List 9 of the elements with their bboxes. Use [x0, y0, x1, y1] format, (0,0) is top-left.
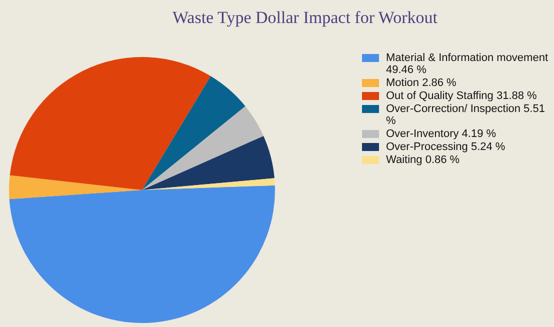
legend-label: Over-Inventory 4.19 % — [385, 128, 498, 140]
legend-label: Motion 2.86 % — [385, 77, 458, 89]
data-label: 49.46 % — [386, 64, 426, 76]
legend-label: Waiting 0.86 % — [385, 154, 461, 166]
legend-label: Material & Information movement — [386, 52, 548, 64]
legend-label: Over-Processing 5.24 % — [385, 141, 506, 153]
legend-label: Out of Quality Staffing 31.88 % — [385, 90, 538, 102]
legend-label: Over-Correction/ Inspection 5.51 % — [385, 103, 546, 127]
chart-title: Waste Type Dollar Impact for Workout — [171, 8, 438, 28]
